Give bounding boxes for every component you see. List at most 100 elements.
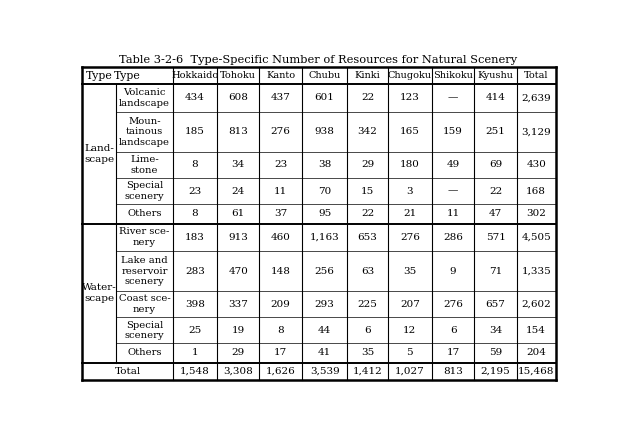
Text: 47: 47 [489, 209, 502, 218]
Text: 29: 29 [361, 160, 374, 170]
Text: 12: 12 [403, 326, 417, 335]
Text: 276: 276 [271, 127, 291, 136]
Text: 256: 256 [315, 266, 335, 276]
Text: —: — [448, 93, 458, 102]
Text: 204: 204 [526, 348, 546, 358]
Text: 913: 913 [228, 233, 248, 242]
Text: Hokkaido: Hokkaido [171, 72, 219, 80]
Text: Volcanic
landscape: Volcanic landscape [119, 89, 170, 108]
Text: 571: 571 [485, 233, 505, 242]
Text: 434: 434 [185, 93, 205, 102]
Text: 437: 437 [271, 93, 291, 102]
Text: Land-
scape: Land- scape [84, 144, 114, 164]
Text: 159: 159 [443, 127, 463, 136]
Text: Special
scenery: Special scenery [125, 320, 164, 340]
Text: Others: Others [127, 209, 162, 218]
Text: 5: 5 [407, 348, 413, 358]
Text: 1,027: 1,027 [395, 367, 425, 376]
Text: Kinki: Kinki [355, 72, 381, 80]
Text: 225: 225 [358, 300, 378, 309]
Text: 3,539: 3,539 [310, 367, 340, 376]
Text: 2,195: 2,195 [480, 367, 510, 376]
Text: Special
scenery: Special scenery [125, 181, 164, 201]
Text: 22: 22 [489, 187, 502, 195]
Text: 608: 608 [228, 93, 248, 102]
Text: 24: 24 [231, 187, 245, 195]
Text: 813: 813 [443, 367, 463, 376]
Text: 2,602: 2,602 [521, 300, 551, 309]
Text: 414: 414 [485, 93, 505, 102]
Text: 3,129: 3,129 [521, 127, 551, 136]
Text: 813: 813 [228, 127, 248, 136]
Text: 3: 3 [407, 187, 413, 195]
Text: Lime-
stone: Lime- stone [130, 155, 159, 175]
Text: Water-
scape: Water- scape [82, 283, 117, 303]
Text: Moun-
tainous
landscape: Moun- tainous landscape [119, 117, 170, 147]
Text: 61: 61 [231, 209, 245, 218]
Text: 23: 23 [274, 160, 287, 170]
Text: 11: 11 [446, 209, 459, 218]
Text: 19: 19 [231, 326, 245, 335]
Text: 342: 342 [358, 127, 378, 136]
Text: 470: 470 [228, 266, 248, 276]
Text: 8: 8 [192, 209, 198, 218]
Text: Kanto: Kanto [266, 72, 295, 80]
Text: 35: 35 [403, 266, 417, 276]
Text: 460: 460 [271, 233, 291, 242]
Text: Lake and
reservoir
scenery: Lake and reservoir scenery [121, 256, 168, 286]
Text: Table 3-2-6  Type-Specific Number of Resources for Natural Scenery: Table 3-2-6 Type-Specific Number of Reso… [118, 54, 517, 65]
Text: 63: 63 [361, 266, 374, 276]
Text: Others: Others [127, 348, 162, 358]
Text: 44: 44 [318, 326, 331, 335]
Text: Total: Total [115, 367, 141, 376]
Text: 657: 657 [485, 300, 505, 309]
Text: 17: 17 [446, 348, 459, 358]
Text: 41: 41 [318, 348, 331, 358]
Text: 1,163: 1,163 [310, 233, 340, 242]
Text: 95: 95 [318, 209, 331, 218]
Text: 207: 207 [400, 300, 420, 309]
Text: 9: 9 [450, 266, 456, 276]
Text: 293: 293 [315, 300, 335, 309]
Text: Shikoku: Shikoku [433, 72, 473, 80]
Text: —: — [448, 187, 458, 195]
Text: 286: 286 [443, 233, 463, 242]
Text: 22: 22 [361, 209, 374, 218]
Text: 8: 8 [192, 160, 198, 170]
Text: 34: 34 [489, 326, 502, 335]
Text: 15,468: 15,468 [518, 367, 554, 376]
Text: 29: 29 [231, 348, 245, 358]
Text: 6: 6 [450, 326, 456, 335]
Text: 398: 398 [185, 300, 205, 309]
Text: 1,626: 1,626 [266, 367, 296, 376]
Text: 209: 209 [271, 300, 291, 309]
Text: 37: 37 [274, 209, 287, 218]
Text: Type: Type [86, 71, 112, 81]
Text: 2,639: 2,639 [521, 93, 551, 102]
Text: 15: 15 [361, 187, 374, 195]
Text: 1,335: 1,335 [521, 266, 551, 276]
Text: 185: 185 [185, 127, 205, 136]
Text: 283: 283 [185, 266, 205, 276]
Text: 6: 6 [365, 326, 371, 335]
Text: 49: 49 [446, 160, 459, 170]
Text: 4,505: 4,505 [521, 233, 551, 242]
Text: 23: 23 [188, 187, 202, 195]
Text: 302: 302 [526, 209, 546, 218]
Text: 601: 601 [315, 93, 335, 102]
Text: 251: 251 [485, 127, 505, 136]
Text: Tohoku: Tohoku [220, 72, 256, 80]
Text: 34: 34 [231, 160, 245, 170]
Text: 430: 430 [526, 160, 546, 170]
Text: Type: Type [114, 71, 141, 81]
Text: 70: 70 [318, 187, 331, 195]
Text: 8: 8 [277, 326, 284, 335]
Text: 1: 1 [192, 348, 198, 358]
Text: 276: 276 [443, 300, 463, 309]
Text: Kyushu: Kyushu [477, 72, 513, 80]
Text: 183: 183 [185, 233, 205, 242]
Text: Total: Total [524, 72, 549, 80]
Text: 17: 17 [274, 348, 287, 358]
Text: 165: 165 [400, 127, 420, 136]
Text: 35: 35 [361, 348, 374, 358]
